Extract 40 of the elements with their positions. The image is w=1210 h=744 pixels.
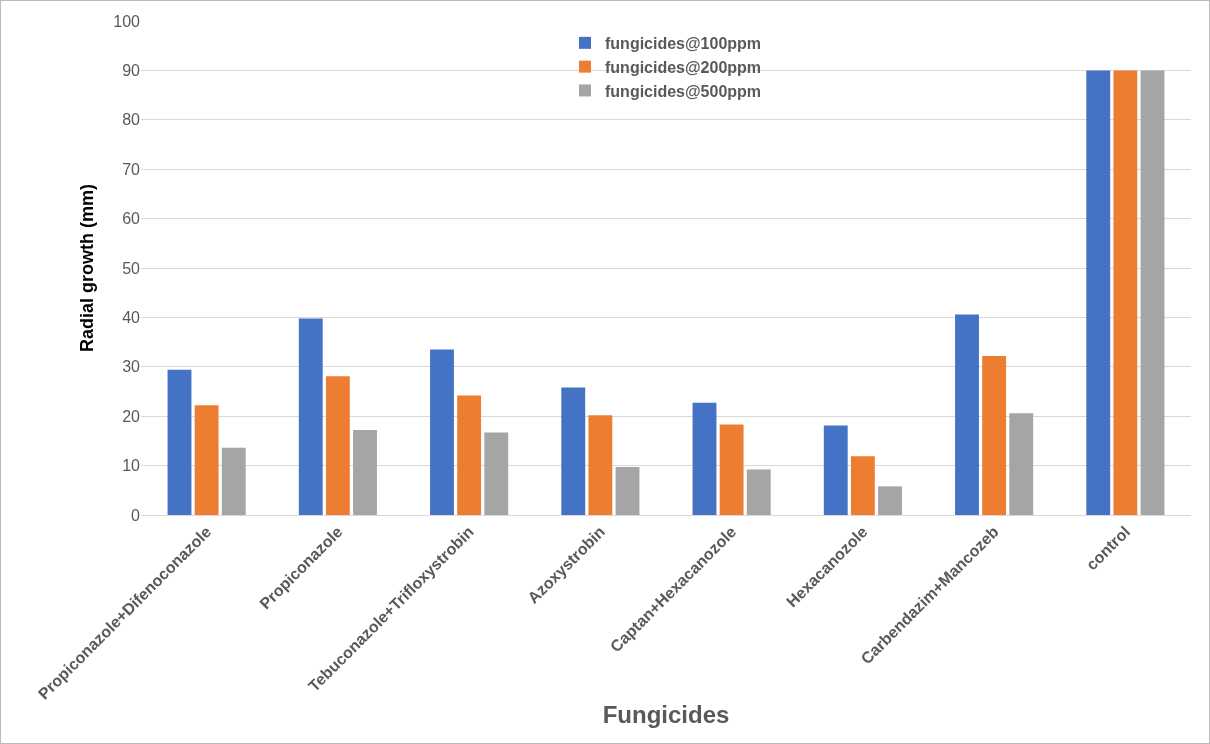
y-tick-label: 30 — [122, 358, 141, 376]
y-axis-title: Radial growth (mm) — [77, 183, 98, 353]
bar — [955, 314, 979, 515]
x-axis-title: Fungicides — [602, 700, 730, 728]
y-tick-label: 60 — [122, 210, 141, 228]
bar — [1113, 70, 1138, 515]
bar — [457, 395, 482, 515]
bar — [1140, 70, 1165, 515]
bar — [298, 318, 323, 515]
bar — [823, 425, 848, 515]
bar — [588, 415, 613, 515]
bar — [982, 355, 1007, 515]
bar — [746, 469, 771, 515]
bar — [850, 456, 875, 515]
bar — [325, 376, 350, 515]
bar — [692, 402, 717, 515]
bar — [878, 486, 902, 515]
y-tick-label: 90 — [122, 62, 141, 79]
bar — [615, 467, 640, 515]
bar — [1009, 413, 1034, 515]
bar — [719, 424, 744, 515]
bar — [484, 432, 509, 515]
bar — [430, 349, 454, 515]
bar — [221, 447, 246, 515]
bar — [194, 405, 219, 515]
bar — [561, 387, 586, 515]
y-tick-label: 20 — [122, 407, 141, 425]
y-tick-label: 80 — [122, 111, 141, 129]
y-tick-label: 70 — [122, 160, 141, 178]
legend-label: fungicides@200ppm — [605, 58, 762, 76]
legend-label: fungicides@500ppm — [605, 82, 762, 100]
y-tick-label: 50 — [122, 259, 141, 277]
bar — [167, 369, 192, 515]
legend-label: fungicides@100ppm — [605, 35, 762, 53]
bar — [353, 430, 377, 515]
y-tick-label: 100 — [113, 12, 141, 30]
y-tick-label: 40 — [122, 309, 141, 326]
y-tick-label: 0 — [131, 506, 141, 524]
y-tick-label: 10 — [122, 457, 141, 475]
bar — [1086, 70, 1111, 515]
